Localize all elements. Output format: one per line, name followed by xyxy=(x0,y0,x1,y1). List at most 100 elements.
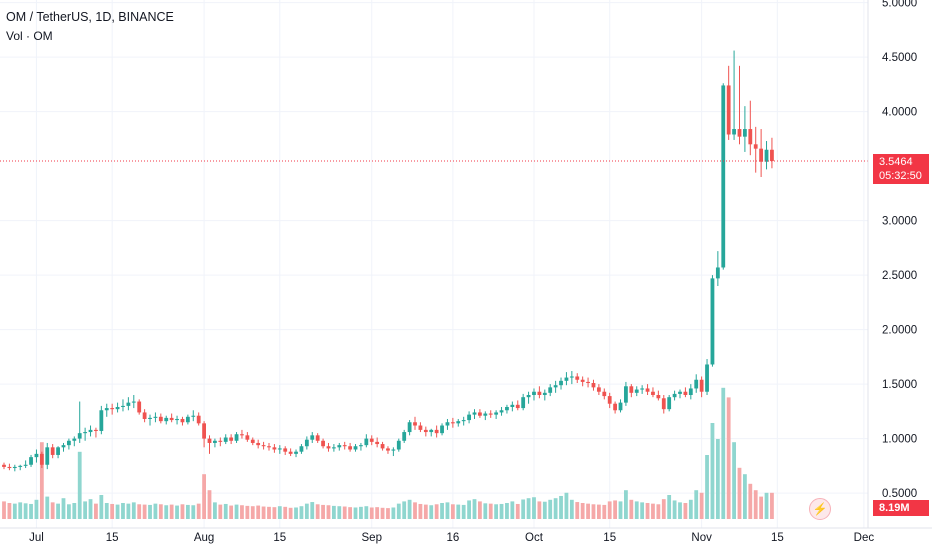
candle-body xyxy=(537,391,542,395)
candle-body xyxy=(580,379,585,382)
candle xyxy=(450,417,455,428)
candle-body xyxy=(726,85,731,135)
volume-bar xyxy=(434,504,439,519)
candle-body xyxy=(710,278,715,365)
volume-bar xyxy=(66,504,71,519)
volume-bar xyxy=(413,502,417,519)
candle-body xyxy=(207,438,212,443)
volume-bar xyxy=(88,499,93,519)
volume-bar xyxy=(461,504,466,519)
volume-bar xyxy=(521,499,526,519)
candle-body xyxy=(402,432,407,441)
candle xyxy=(88,425,93,437)
current-price-value: 3.5464 xyxy=(879,156,913,168)
volume-bar xyxy=(99,495,104,519)
candle-body xyxy=(185,416,190,423)
volume-bar xyxy=(586,503,590,519)
candle-body xyxy=(396,440,401,450)
candle xyxy=(213,438,217,448)
candle xyxy=(261,441,266,450)
volume-bar xyxy=(207,490,212,519)
candle xyxy=(699,376,704,398)
volume-legend[interactable]: Vol · OM xyxy=(6,29,53,43)
candle-body xyxy=(715,267,720,279)
volume-bar xyxy=(115,504,120,519)
candle xyxy=(759,129,764,177)
candle-body xyxy=(380,444,385,449)
volume-bar xyxy=(505,503,509,519)
volume-bar xyxy=(467,500,471,519)
volume-bar xyxy=(137,504,142,519)
candle xyxy=(737,65,742,145)
candle-body xyxy=(510,404,515,407)
volume-bar xyxy=(50,502,55,519)
volume-bar xyxy=(267,506,271,519)
volume-bar xyxy=(418,503,423,519)
lightning-icon[interactable]: ⚡ xyxy=(809,498,831,520)
candle-body xyxy=(445,422,450,426)
candle xyxy=(234,432,239,443)
volume-bar xyxy=(694,490,699,519)
candle xyxy=(375,437,380,448)
candle-body xyxy=(294,451,298,454)
candle xyxy=(532,388,536,401)
candle xyxy=(94,427,98,438)
volume-bar xyxy=(272,507,277,519)
candle xyxy=(29,454,33,467)
candle xyxy=(115,402,120,413)
volume-bar xyxy=(764,492,769,519)
candle-body xyxy=(651,391,655,395)
candle xyxy=(315,433,320,443)
chart-legend-title[interactable]: OM / TetherUS, 1D, BINANCE xyxy=(6,10,174,24)
volume-bar xyxy=(770,492,774,519)
candle xyxy=(770,137,774,169)
candle-body xyxy=(683,391,688,395)
candle-body xyxy=(418,425,423,430)
volume-bar xyxy=(472,499,477,519)
candle-body xyxy=(586,381,590,384)
candle-body xyxy=(218,440,223,442)
volume-bar xyxy=(380,507,385,519)
volume-bar xyxy=(569,499,574,519)
candle-body xyxy=(575,376,580,380)
candle xyxy=(472,409,477,419)
candle-body xyxy=(2,464,6,467)
candle xyxy=(386,446,390,454)
volume-bar xyxy=(131,502,136,519)
candle-body xyxy=(61,445,66,448)
candle-body xyxy=(29,457,33,465)
volume-bar xyxy=(104,503,109,519)
candle-body xyxy=(131,401,136,403)
volume-bar xyxy=(56,503,60,519)
candle-body xyxy=(310,435,315,440)
volume-bar xyxy=(629,499,634,519)
candle xyxy=(77,401,82,443)
volume-bar xyxy=(375,507,380,519)
candle xyxy=(164,415,169,425)
volume-bar xyxy=(234,504,239,519)
candle xyxy=(321,438,325,449)
candle xyxy=(742,106,747,152)
candle-body xyxy=(461,420,466,422)
candle-body xyxy=(142,412,147,419)
candle xyxy=(656,390,661,401)
candle xyxy=(748,100,753,156)
candle xyxy=(207,435,212,454)
candle-body xyxy=(304,439,309,447)
volume-bar xyxy=(294,507,298,519)
time-scale: Jul 15 Aug 15 Sep 16 Oct 15 Nov 15 Dec xyxy=(29,532,874,544)
volume-bar xyxy=(742,474,747,519)
candle-body xyxy=(672,393,677,398)
candle-body xyxy=(110,408,115,410)
volume-bar xyxy=(72,503,77,519)
candle xyxy=(223,434,228,445)
candle-body xyxy=(94,429,98,431)
candle-body xyxy=(559,380,563,386)
candle-body xyxy=(288,451,293,454)
candle-body xyxy=(661,398,666,410)
volume-bar xyxy=(353,507,358,519)
candle xyxy=(342,441,347,450)
candle xyxy=(180,416,185,426)
volume-bar xyxy=(726,397,731,519)
